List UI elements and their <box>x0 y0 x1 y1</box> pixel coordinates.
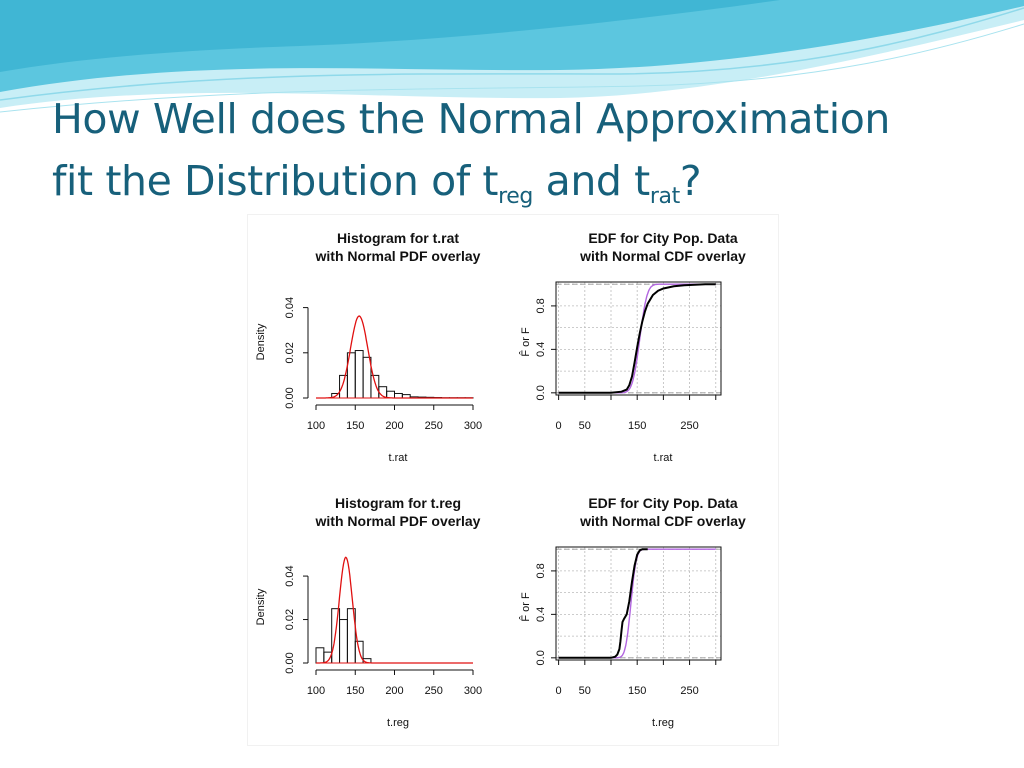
histogram-t-rat-panel: Histogram for t.rat with Normal PDF overl… <box>248 215 513 480</box>
x-tick-label: 100 <box>307 420 325 432</box>
x-tick-label: 50 <box>579 420 591 432</box>
empirical-cdf-line <box>558 283 716 394</box>
histogram-bar <box>315 647 325 664</box>
histogram-bar <box>339 619 348 664</box>
y-tick-label: 0.4 <box>535 607 547 622</box>
histogram-bar <box>370 374 380 399</box>
title-line-1: How Well does the Normal Approximation <box>52 95 891 143</box>
x-tick-label: 150 <box>628 685 646 697</box>
histogram-bar <box>394 392 403 399</box>
y-axis-label: Density <box>255 323 267 360</box>
chart-title-line-1: EDF for City Pop. Data <box>588 230 738 246</box>
header-wave-banner <box>0 0 1024 113</box>
y-axis-label: F̂ or F <box>518 592 532 622</box>
chart-title-line-2: with Normal CDF overlay <box>579 248 746 264</box>
x-axis-label: t.reg <box>387 717 409 729</box>
normal-pdf-curve <box>316 315 473 399</box>
x-tick-label: 200 <box>385 420 403 432</box>
histogram-bar <box>386 390 395 399</box>
histogram-chart: Histogram for t.rat with Normal PDF overl… <box>255 230 482 464</box>
title-line-2-end: ? <box>679 157 702 205</box>
x-axis-label: t.reg <box>652 717 674 729</box>
x-axis-label: t.rat <box>654 452 673 464</box>
y-tick-label: 0.00 <box>284 387 296 408</box>
plot-box <box>555 281 722 396</box>
x-tick-label: 100 <box>307 685 325 697</box>
y-tick-label: 0.0 <box>535 385 547 400</box>
edf-chart: EDF for City Pop. Data with Normal CDF ov… <box>518 230 746 464</box>
x-tick-label: 0 <box>556 420 562 432</box>
title-line-2-prefix: fit the Distribution of t <box>52 157 499 205</box>
x-tick-label: 150 <box>346 685 364 697</box>
histogram-t-reg-panel: Histogram for t.reg with Normal PDF overl… <box>248 480 513 745</box>
x-tick-label: 300 <box>464 685 482 697</box>
y-tick-label: 0.8 <box>535 563 547 578</box>
x-tick-label: 150 <box>346 420 364 432</box>
edf-t-reg-panel: EDF for City Pop. Data with Normal CDF ov… <box>513 480 778 745</box>
y-tick-label: 0.02 <box>284 342 296 363</box>
x-tick-label: 0 <box>556 685 562 697</box>
edf-t-rat-panel: EDF for City Pop. Data with Normal CDF ov… <box>513 215 778 480</box>
x-tick-label: 250 <box>425 420 443 432</box>
title-subscript-reg: reg <box>498 184 533 209</box>
y-tick-label: 0.0 <box>535 650 547 665</box>
x-tick-label: 250 <box>425 685 443 697</box>
plot-box <box>555 546 722 661</box>
y-tick-label: 0.00 <box>284 652 296 673</box>
y-tick-label: 0.04 <box>284 565 296 586</box>
x-tick-label: 250 <box>680 685 698 697</box>
title-subscript-rat: rat <box>649 184 680 209</box>
x-tick-label: 150 <box>628 420 646 432</box>
histogram-chart: Histogram for t.reg with Normal PDF overl… <box>255 495 482 729</box>
chart-title-line-2: with Normal PDF overlay <box>315 248 481 264</box>
chart-title-line-1: Histogram for t.rat <box>337 230 459 246</box>
edf-chart: EDF for City Pop. Data with Normal CDF ov… <box>518 495 746 729</box>
y-tick-label: 0.02 <box>284 609 296 630</box>
x-tick-label: 200 <box>385 685 403 697</box>
y-axis-label: F̂ or F <box>518 327 532 357</box>
histogram-bar <box>362 356 372 399</box>
empirical-cdf-line <box>558 548 648 659</box>
x-tick-label: 50 <box>579 685 591 697</box>
chart-title-line-1: Histogram for t.reg <box>335 495 461 511</box>
x-tick-label: 250 <box>680 420 698 432</box>
x-axis-label: t.rat <box>389 452 408 464</box>
normal-pdf-curve <box>316 556 473 664</box>
histogram-bar <box>339 374 348 399</box>
y-tick-label: 0.4 <box>535 342 547 357</box>
slide-title: How Well does the Normal Approximation f… <box>52 88 992 220</box>
chart-title-line-1: EDF for City Pop. Data <box>588 495 738 511</box>
y-tick-label: 0.04 <box>284 297 296 318</box>
figure-area: Histogram for t.rat with Normal PDF overl… <box>247 214 779 746</box>
histogram-bar <box>354 350 364 399</box>
chart-title-line-2: with Normal CDF overlay <box>579 513 746 529</box>
y-axis-label: Density <box>255 588 267 625</box>
chart-title-line-2: with Normal PDF overlay <box>315 513 481 529</box>
title-line-2-between: and t <box>532 157 651 205</box>
y-tick-label: 0.8 <box>535 298 547 313</box>
x-tick-label: 300 <box>464 420 482 432</box>
